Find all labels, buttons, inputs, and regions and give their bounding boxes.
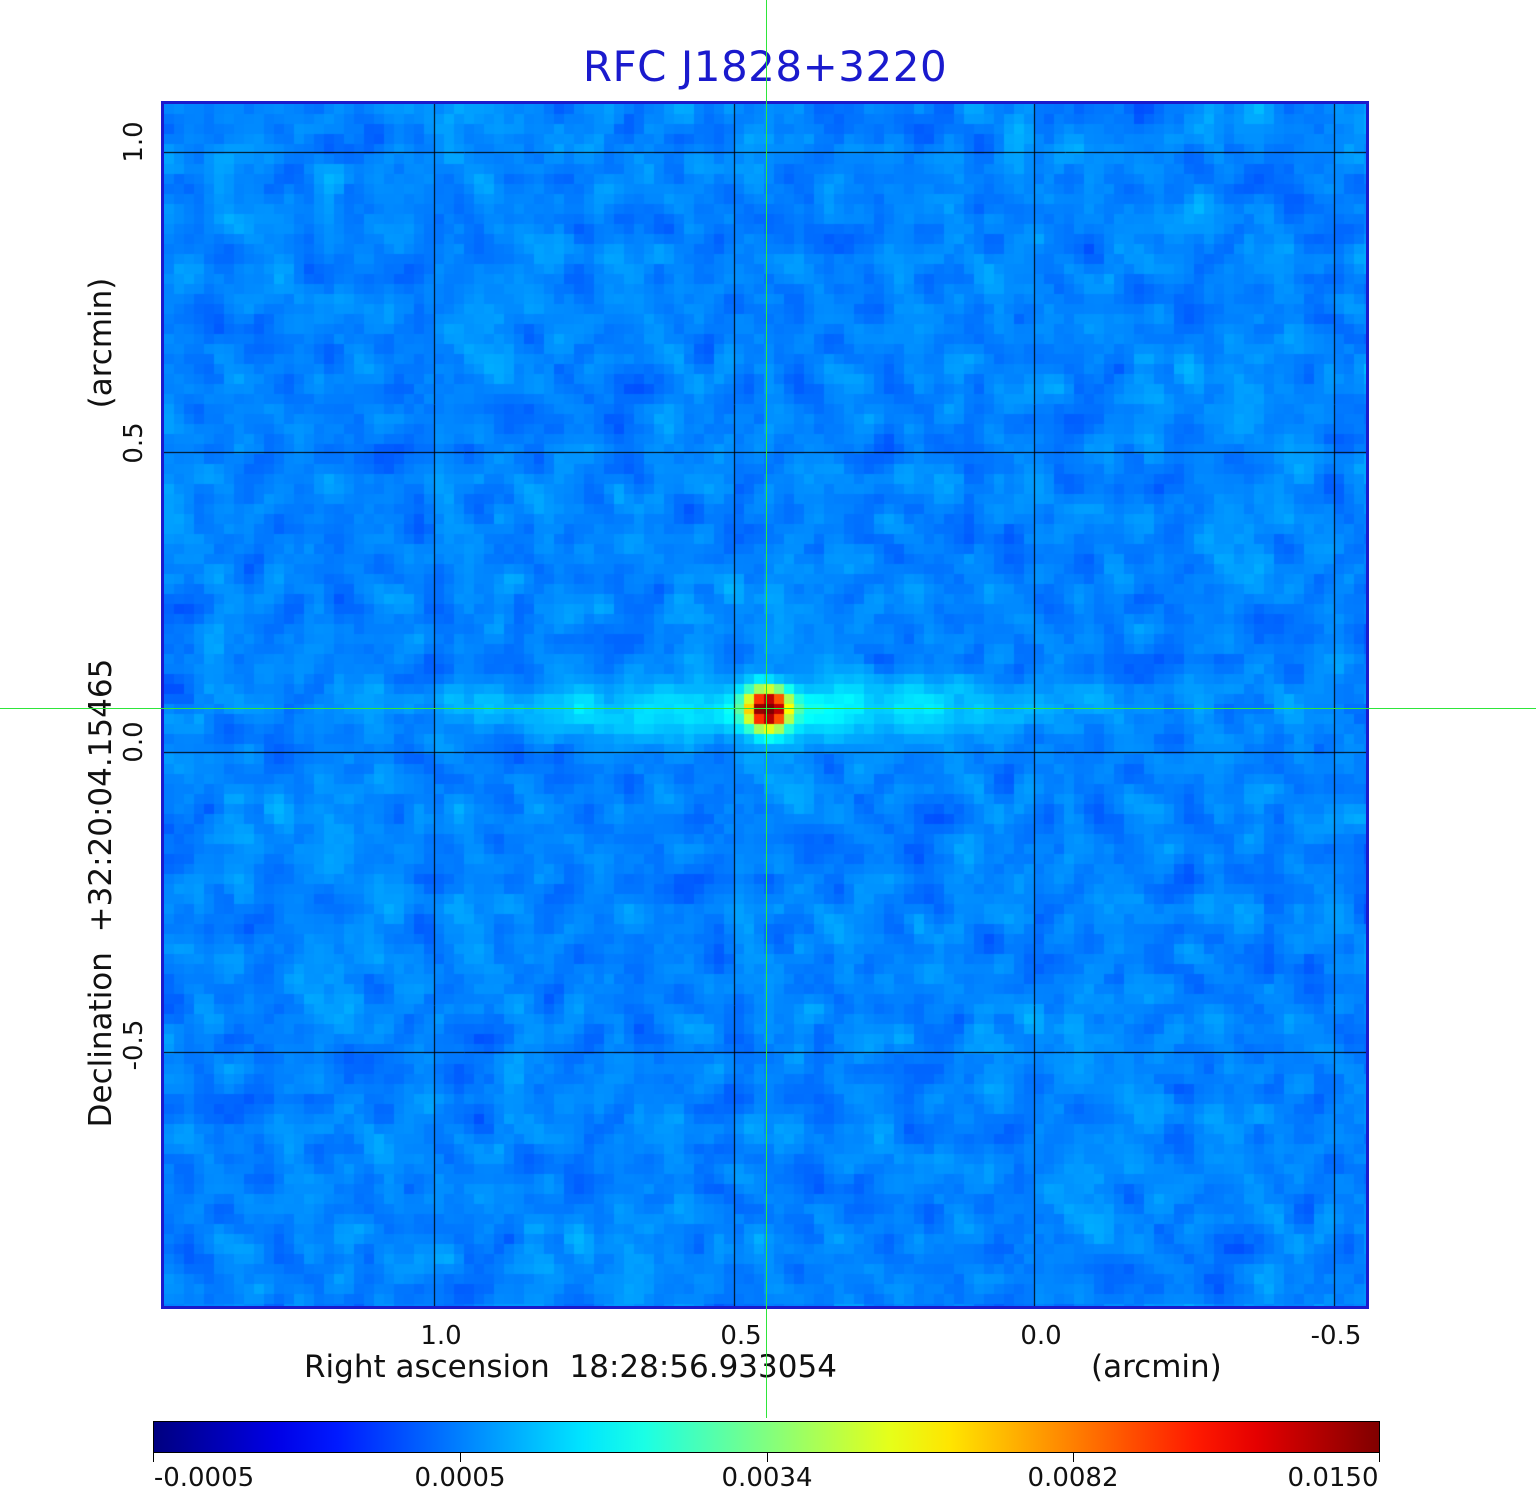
y-axis-label: Declination bbox=[83, 952, 119, 1128]
colorbar-tick bbox=[460, 1453, 461, 1462]
x-axis-reference: 18:28:56.933054 bbox=[569, 1349, 837, 1385]
colorbar-tick-label: 0.0005 bbox=[414, 1463, 506, 1493]
colorbar bbox=[153, 1421, 1380, 1453]
x-axis-title: Right ascension 18:28:56.933054 bbox=[304, 1349, 837, 1385]
y-tick-label: 0.5 bbox=[119, 422, 149, 464]
y-axis-title: Declination +32:20:04.15465 bbox=[83, 659, 119, 1128]
y-tick-label: -0.5 bbox=[119, 1019, 149, 1071]
crosshair-horizontal-line bbox=[0, 708, 1536, 709]
y-tick-label: 1.0 bbox=[119, 121, 149, 163]
colorbar-tick bbox=[153, 1453, 154, 1462]
image-title: RFC J1828+3220 bbox=[582, 42, 948, 91]
y-axis-reference: +32:20:04.15465 bbox=[83, 658, 119, 933]
y-tick-label: 0.0 bbox=[119, 721, 149, 763]
colorbar-tick-label: -0.0005 bbox=[153, 1463, 255, 1493]
colorbar-tick-label: 0.0034 bbox=[721, 1463, 813, 1493]
y-axis-unit: (arcmin) bbox=[83, 277, 119, 409]
x-tick-label: 0.0 bbox=[1020, 1321, 1062, 1351]
colorbar-tick bbox=[1073, 1453, 1074, 1462]
x-axis-unit: (arcmin) bbox=[1091, 1349, 1222, 1385]
x-tick-label: -0.5 bbox=[1310, 1321, 1362, 1351]
x-axis-label: Right ascension bbox=[304, 1349, 550, 1385]
colorbar-tick-label: 0.0150 bbox=[1287, 1463, 1379, 1493]
crosshair-vertical-line bbox=[766, 0, 767, 1418]
x-tick-label: 0.5 bbox=[720, 1321, 762, 1351]
radio-sky-map[interactable] bbox=[164, 104, 1366, 1306]
colorbar-tick bbox=[767, 1453, 768, 1462]
colorbar-tick-label: 0.0082 bbox=[1027, 1463, 1119, 1493]
x-tick-label: 1.0 bbox=[420, 1321, 462, 1351]
sky-image-panel[interactable] bbox=[161, 101, 1369, 1309]
colorbar-tick bbox=[1379, 1453, 1380, 1462]
